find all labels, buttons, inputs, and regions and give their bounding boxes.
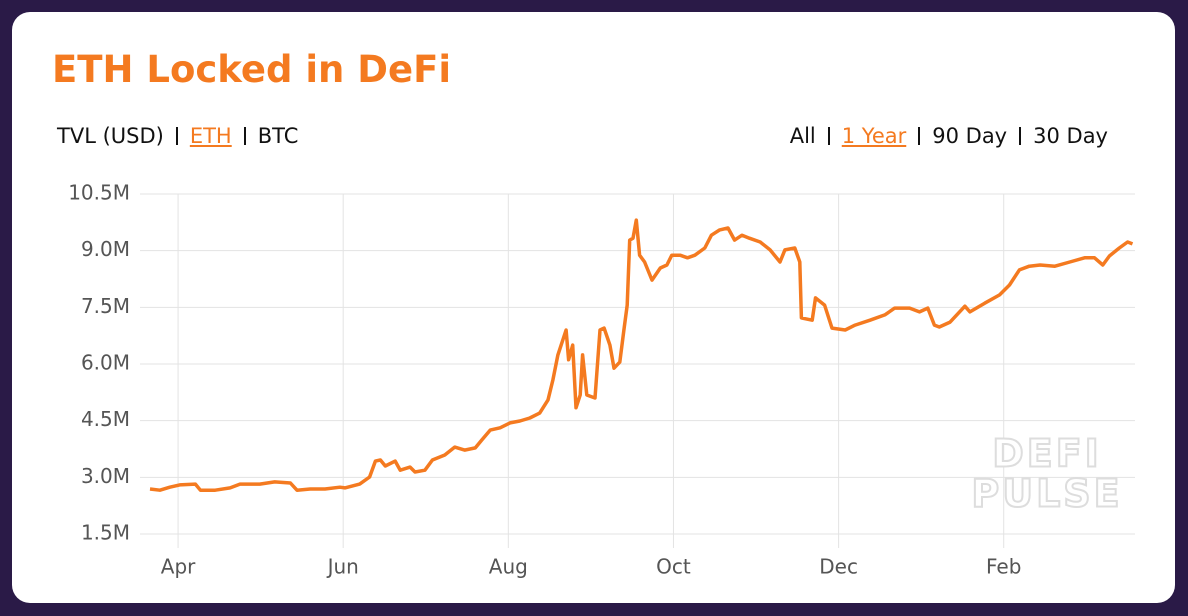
separator	[918, 127, 921, 145]
x-tick-label: Jun	[326, 555, 359, 579]
range-option[interactable]: 90 Day	[932, 124, 1008, 148]
chart-title: ETH Locked in DeFi	[52, 48, 452, 91]
range-option[interactable]: 30 Day	[1033, 124, 1108, 148]
x-tick-label: Apr	[161, 555, 196, 579]
watermark: DEFI	[992, 432, 1102, 476]
data-line	[149, 218, 1134, 492]
y-tick-label: 3.0M	[81, 464, 130, 488]
x-tick-label: Aug	[489, 555, 528, 579]
unit-option[interactable]: TVL (USD)	[57, 124, 164, 148]
watermark: PULSE	[971, 472, 1122, 516]
x-tick-label: Oct	[656, 555, 691, 579]
unit-option[interactable]: BTC	[257, 124, 299, 148]
separator	[827, 127, 830, 145]
x-tick-label: Feb	[986, 555, 1021, 579]
y-tick-label: 9.0M	[81, 237, 130, 261]
range-option[interactable]: All	[789, 124, 816, 148]
y-tick-label: 6.0M	[81, 351, 130, 375]
separator	[175, 127, 178, 145]
unit-option[interactable]: ETH	[189, 124, 232, 148]
range-toggles: All 1 Year 90 Day 30 Day	[790, 124, 1108, 148]
range-option[interactable]: 1 Year	[841, 124, 907, 148]
unit-toggles: TVL (USD) ETH BTC	[57, 124, 298, 148]
y-tick-label: 7.5M	[81, 294, 130, 318]
y-tick-label: 4.5M	[81, 407, 130, 431]
y-tick-label: 1.5M	[81, 521, 130, 545]
y-tick-label: 10.5M	[68, 181, 130, 205]
separator	[243, 127, 246, 145]
separator	[1019, 127, 1022, 145]
x-tick-label: Dec	[819, 555, 858, 579]
